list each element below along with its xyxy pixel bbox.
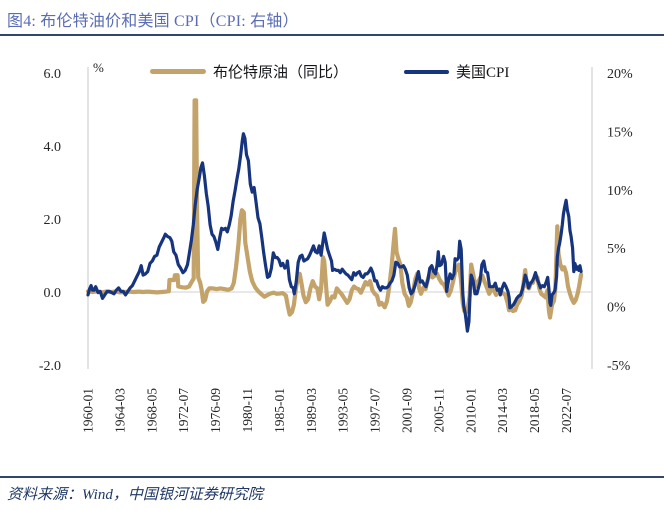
left-axis-tick-label: 4.0 xyxy=(44,140,62,155)
x-axis-tick-label: 1997-07 xyxy=(368,388,383,433)
right-axis-tick-label: -5% xyxy=(607,359,631,374)
data-source-note: 资料来源：Wind，中国银河证券研究院 xyxy=(7,487,263,503)
x-axis-tick-label: 1976-09 xyxy=(208,388,223,433)
left-axis-unit-label: % xyxy=(93,60,104,75)
right-axis-tick-label: 15% xyxy=(607,125,633,140)
x-axis-tick-label: 1980-11 xyxy=(240,388,255,433)
x-axis-tick-label: 1968-05 xyxy=(144,388,159,433)
legend-item-brent: 布伦特原油（同比） xyxy=(150,61,348,82)
right-axis-tick-label: 0% xyxy=(607,301,626,316)
legend-swatch-brent xyxy=(150,69,206,74)
x-axis-tick-label: 2018-05 xyxy=(527,388,542,433)
series-line-brent xyxy=(85,98,584,320)
right-axis-tick-label: 10% xyxy=(607,184,633,199)
x-axis-tick-label: 1989-03 xyxy=(304,388,319,433)
left-axis-tick-label: 0.0 xyxy=(44,286,62,301)
figure-footer: 资料来源：Wind，中国银河证券研究院 xyxy=(0,476,664,510)
chart-legend: 布伦特原油（同比） 美国CPI xyxy=(150,61,509,82)
legend-label-us-cpi: 美国CPI xyxy=(456,65,510,81)
x-axis-tick-label: 2022-07 xyxy=(559,388,574,433)
left-axis-tick-label: 6.0 xyxy=(44,67,62,82)
x-axis-tick-label: 2005-11 xyxy=(431,388,446,433)
left-axis-tick-label: 2.0 xyxy=(44,213,62,228)
right-axis-tick-label: 20% xyxy=(607,67,633,82)
x-axis-tick-label: 1960-01 xyxy=(81,388,96,433)
figure-header: 图4: 布伦特油价和美国 CPI（CPI: 右轴） xyxy=(0,0,664,36)
x-axis-tick-label: 2014-03 xyxy=(495,388,510,433)
series-line-us-cpi xyxy=(86,132,583,333)
x-axis-tick-label: 1964-03 xyxy=(112,388,127,433)
x-axis-tick-label: 2001-09 xyxy=(400,388,415,433)
x-axis-tick-label: 2010-01 xyxy=(463,388,478,433)
right-axis-tick-label: 5% xyxy=(607,242,626,257)
left-axis-tick-label: -2.0 xyxy=(39,359,61,374)
x-axis-tick-label: 1993-05 xyxy=(336,388,351,433)
x-axis-tick-label: 1985-01 xyxy=(272,388,287,433)
x-axis-tick-label: 1972-07 xyxy=(176,388,191,433)
legend-item-us-cpi: 美国CPI xyxy=(404,61,509,82)
figure-title: 图4: 布伦特油价和美国 CPI（CPI: 右轴） xyxy=(7,13,299,30)
legend-swatch-us-cpi xyxy=(404,69,450,74)
legend-label-brent: 布伦特原油（同比） xyxy=(213,65,349,81)
